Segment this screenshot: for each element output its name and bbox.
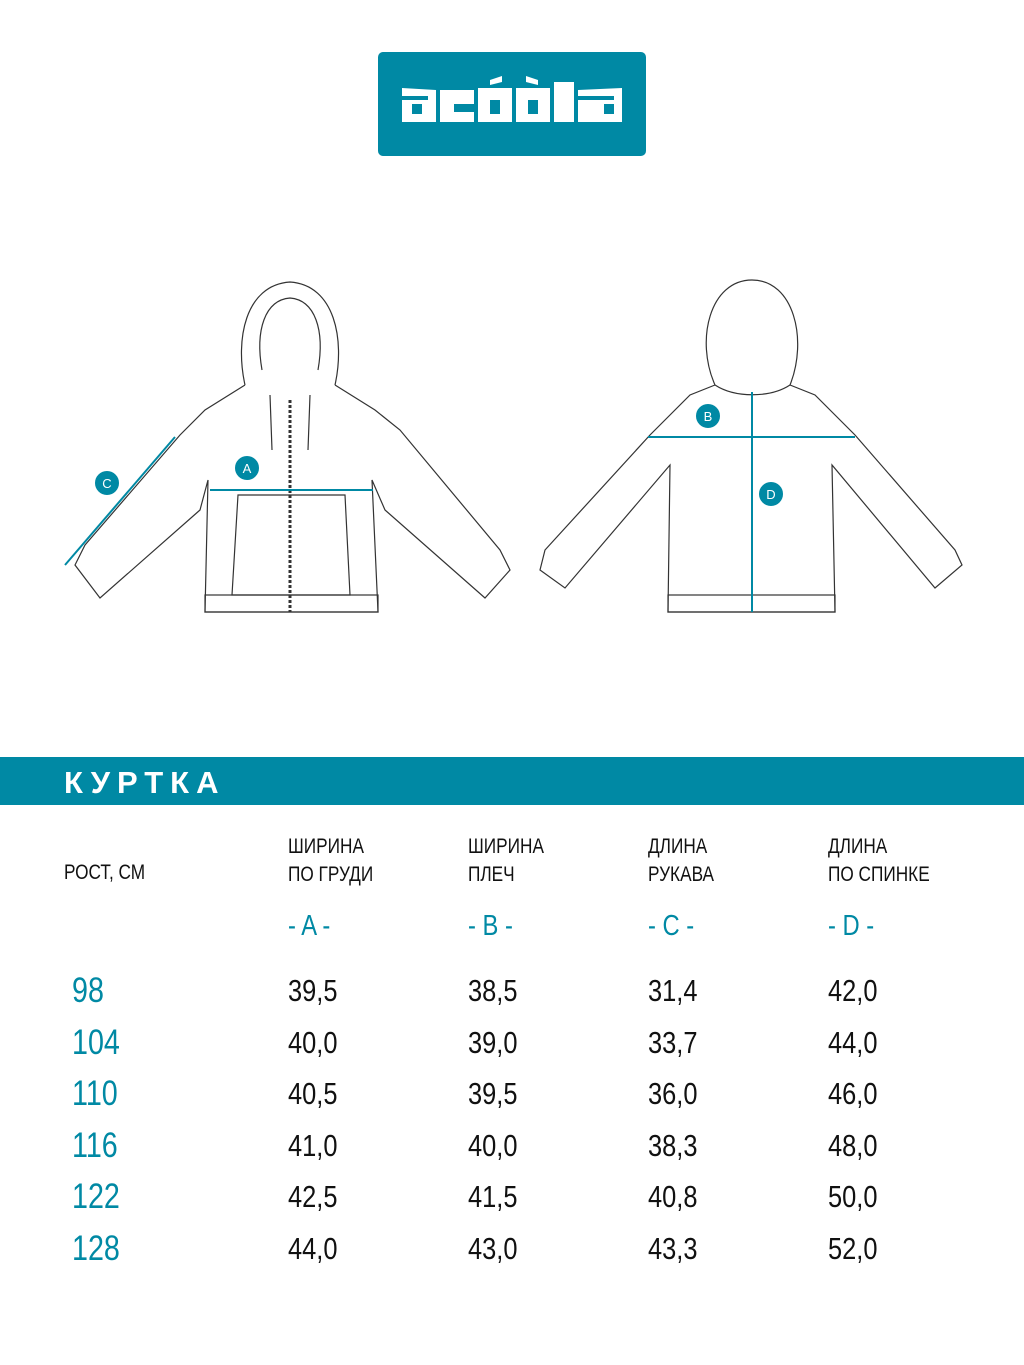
logo-wordmark [402,76,622,122]
value-cell: 52,0 [828,1231,878,1266]
label-d-marker [759,482,783,506]
value-cell: 42,5 [288,1179,338,1215]
value-cell: 48,0 [828,1127,878,1163]
value-cell: 40,5 [288,1076,338,1112]
value-cell: 43,3 [648,1231,698,1266]
value-cell: 42,0 [828,973,878,1008]
size-cell: 128 [72,1229,120,1268]
column-letter: - A - [288,910,331,942]
column-header: ДЛИНА РУКАВА [648,833,714,889]
size-cell: 122 [72,1177,120,1217]
value-cell: 41,5 [468,1179,518,1215]
value-cell: 31,4 [648,973,698,1008]
value-cell: 40,0 [468,1127,518,1163]
value-cell: 39,5 [468,1076,518,1112]
column-letter: - B - [468,910,513,942]
column-header-line1: ДЛИНА [648,835,708,858]
jacket-technical-drawings: A C B D [64,279,963,613]
label-d: D [766,487,775,502]
brand-logo [378,52,646,156]
label-a: A [243,461,252,476]
column-header-line1: ШИРИНА [288,835,364,858]
column-header-line1: ДЛИНА [828,835,888,858]
value-cell: 40,8 [648,1179,698,1215]
size-cell: 98 [72,971,104,1010]
column-header: ДЛИНА ПО СПИНКЕ [828,833,930,889]
value-cell: 40,0 [288,1024,338,1060]
size-column-header: РОСТ, СМ [64,861,146,884]
measurement-lines [64,392,855,612]
label-a-marker [235,456,259,480]
column-letter: - D - [828,910,875,942]
jacket-front-drawing [74,281,511,613]
value-cell: 39,5 [288,973,338,1008]
value-cell: 33,7 [648,1024,698,1060]
size-cell: 116 [72,1125,118,1165]
section-header: КУРТКА [0,757,1024,805]
label-c-marker [95,471,119,495]
column-header-line1: ШИРИНА [468,835,544,858]
value-cell: 44,0 [288,1231,338,1266]
column-letter: - C - [648,910,695,942]
value-cell: 36,0 [648,1076,698,1112]
value-cell: 38,3 [648,1127,698,1163]
column-header: ШИРИНА ПЛЕЧ [468,833,544,889]
label-b-marker [696,404,720,428]
value-cell: 43,0 [468,1231,518,1266]
value-cell: 38,5 [468,973,518,1008]
label-b: B [704,409,713,424]
value-cell: 46,0 [828,1076,878,1112]
value-cell: 41,0 [288,1127,338,1163]
column-header-line2: ПО ГРУДИ [288,863,374,886]
size-cell: 104 [72,1022,120,1062]
column-header: ШИРИНА ПО ГРУДИ [288,833,373,889]
column-header-line2: РУКАВА [648,863,714,886]
value-cell: 44,0 [828,1024,878,1060]
value-cell: 39,0 [468,1024,518,1060]
column-header-line2: ПЛЕЧ [468,863,515,886]
size-cell: 110 [72,1074,118,1114]
column-header-line2: ПО СПИНКЕ [828,863,930,886]
value-cell: 50,0 [828,1179,878,1215]
label-c: C [102,476,111,491]
section-title: КУРТКА [64,765,226,800]
